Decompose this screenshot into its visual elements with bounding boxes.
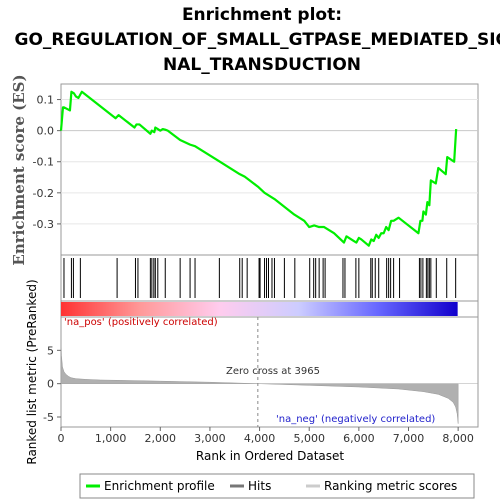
x-axis-ticks: 0 1,000 2,000 3,000 4,000 5,000 6,000 7,000 8,00…: [58, 427, 474, 445]
chart-title-line-1: Enrichment plot:: [182, 5, 342, 25]
legend-hits-label: Hits: [248, 479, 271, 493]
es-tick-label: -0.2: [33, 187, 54, 200]
metric-y-axis-label: Ranked list metric (PreRanked): [25, 279, 39, 464]
negative-correlation-label: 'na_neg' (negatively correlated): [276, 414, 435, 425]
x-tick-label: 1,000: [95, 432, 127, 445]
chart-title-line-3: NAL_TRANSDUCTION: [163, 55, 361, 75]
es-y-axis-label: Enrichment score (ES): [10, 74, 28, 265]
x-tick-label: 6,000: [343, 432, 375, 445]
x-axis-label: Rank in Ordered Dataset: [196, 449, 344, 463]
ranked-list-heatmap: [61, 302, 458, 316]
ranking-metric-fill: [60, 338, 459, 424]
metric-tick-label: 5: [47, 344, 54, 357]
x-tick-label: 8,000: [442, 432, 474, 445]
es-y-axis-ticks: 0.1 0.0 -0.1 -0.2 -0.3: [33, 94, 61, 231]
hit-markers: [63, 258, 457, 298]
x-tick-label: 4,000: [244, 432, 276, 445]
x-tick-label: 0: [58, 432, 65, 445]
x-tick-label: 7,000: [393, 432, 425, 445]
es-tick-label: 0.0: [37, 125, 55, 138]
x-tick-label: 5,000: [293, 432, 325, 445]
legend-box: [79, 473, 475, 499]
legend-metric-label: Ranking metric scores: [324, 479, 457, 493]
es-tick-label: -0.3: [33, 218, 54, 231]
es-tick-label: 0.1: [37, 94, 55, 107]
x-tick-label: 2,000: [145, 432, 177, 445]
enrichment-profile-layer: [59, 90, 458, 247]
metric-tick-label: 0: [47, 378, 54, 391]
zero-cross-label: Zero cross at 3965: [226, 366, 320, 377]
legend: Enrichment profile Hits Ranking metric s…: [79, 473, 475, 499]
es-gridlines: [61, 99, 478, 225]
positive-correlation-label: 'na_pos' (positively correlated): [64, 317, 218, 328]
chart-title-line-2: GO_REGULATION_OF_SMALL_GTPASE_MEDIATED_S…: [15, 30, 500, 50]
ranking-metric-area: [60, 338, 478, 424]
metric-tick-label: -5: [43, 411, 54, 424]
legend-enrichment-label: Enrichment profile: [104, 479, 215, 493]
enrichment-profile-line: [59, 90, 458, 247]
x-tick-label: 3,000: [194, 432, 226, 445]
metric-y-axis-ticks: 5 0 -5: [43, 344, 61, 424]
es-tick-label: -0.1: [33, 156, 54, 169]
